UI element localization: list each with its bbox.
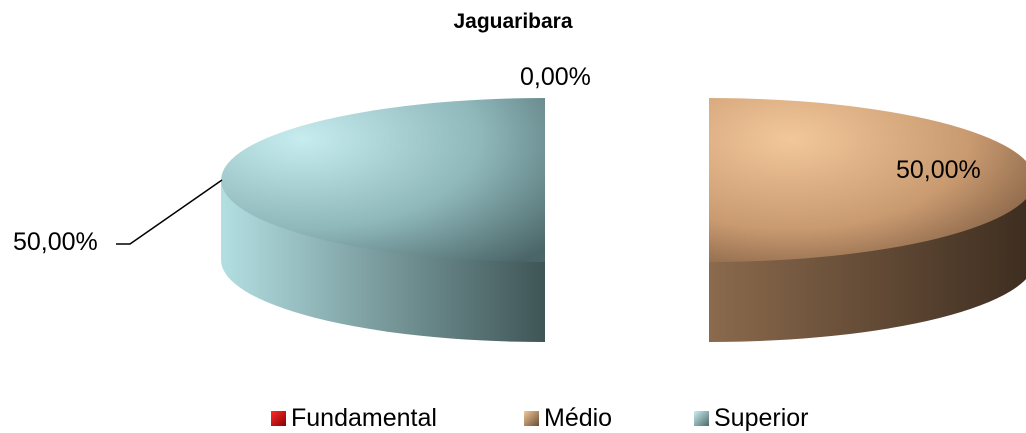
- pie-slice-medio-top: [709, 98, 1026, 262]
- legend-swatch-medio: [524, 410, 539, 426]
- pie-plot: 0,00% 50,00% 50,00%: [13, 63, 1026, 342]
- pie-slice-superior: [221, 98, 545, 342]
- legend-swatch-fundamental: [271, 410, 286, 426]
- chart-title: Jaguaribara: [453, 10, 573, 33]
- legend-label-superior: Superior: [714, 403, 809, 432]
- data-label-fundamental: 0,00%: [520, 63, 591, 91]
- data-label-medio: 50,00%: [896, 156, 981, 184]
- pie-slice-superior-top: [221, 98, 545, 262]
- chart-legend: Fundamental Médio Superior: [0, 400, 1026, 432]
- legend-item-superior: Superior: [694, 404, 809, 432]
- legend-swatch-superior: [694, 410, 709, 426]
- legend-label-medio: Médio: [544, 403, 613, 432]
- leader-line-superior: [116, 179, 223, 245]
- legend-label-fundamental: Fundamental: [291, 403, 437, 432]
- data-label-superior: 50,00%: [13, 228, 98, 256]
- pie-slice-medio: [709, 98, 1026, 342]
- legend-item-fundamental: Fundamental: [271, 404, 437, 432]
- legend-item-medio: Médio: [524, 404, 612, 432]
